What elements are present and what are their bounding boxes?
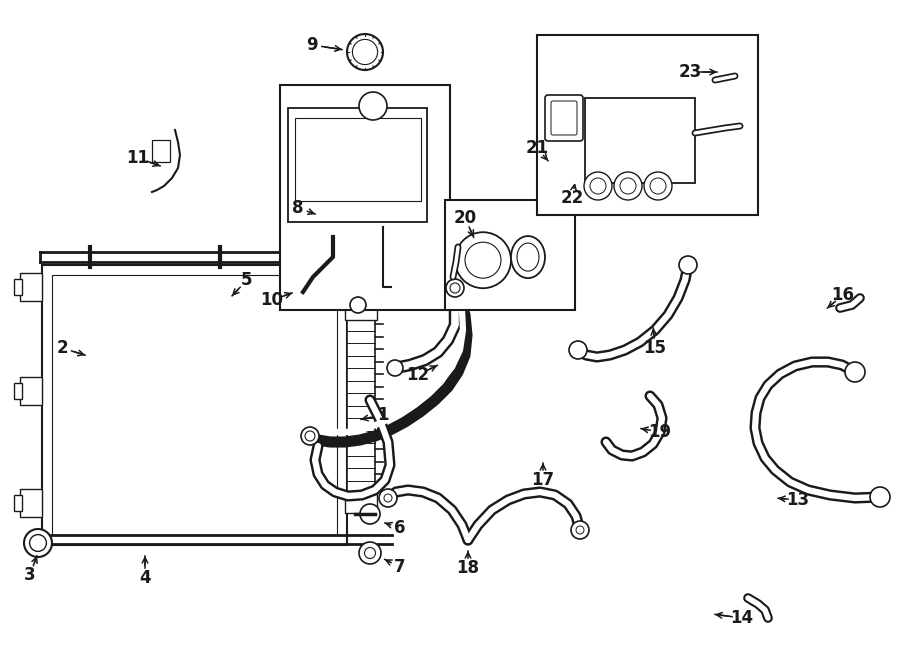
Circle shape	[347, 34, 383, 70]
Text: 22: 22	[561, 189, 583, 207]
Bar	[42, 265, 347, 545]
Text: 19: 19	[648, 423, 671, 441]
Bar	[295, 118, 421, 201]
Circle shape	[569, 341, 587, 359]
Text: 11: 11	[127, 149, 149, 167]
Bar	[52, 275, 337, 535]
Text: 21: 21	[526, 139, 549, 157]
Circle shape	[845, 362, 865, 382]
Bar	[345, 493, 377, 513]
Circle shape	[644, 172, 672, 200]
Circle shape	[679, 256, 697, 274]
Text: 8: 8	[292, 199, 304, 217]
Circle shape	[384, 494, 392, 502]
Bar	[20, 274, 42, 301]
Circle shape	[24, 529, 52, 557]
Circle shape	[620, 178, 636, 194]
Text: 4: 4	[140, 569, 151, 587]
Ellipse shape	[517, 243, 539, 271]
Text: 3: 3	[24, 566, 36, 584]
Circle shape	[379, 489, 397, 507]
Bar	[14, 383, 22, 399]
Bar	[20, 377, 42, 405]
Bar	[585, 98, 695, 183]
Bar	[537, 35, 758, 215]
Circle shape	[584, 172, 612, 200]
Text: 5: 5	[241, 271, 253, 289]
Circle shape	[364, 547, 375, 559]
Circle shape	[387, 360, 403, 376]
Circle shape	[571, 521, 589, 539]
Text: 17: 17	[531, 471, 554, 489]
Circle shape	[353, 40, 378, 65]
Bar	[280, 85, 450, 310]
Bar	[347, 318, 375, 493]
Bar	[445, 200, 575, 310]
Bar	[14, 495, 22, 511]
FancyBboxPatch shape	[551, 101, 577, 135]
Text: 13: 13	[787, 491, 810, 509]
Circle shape	[301, 427, 319, 445]
Text: 1: 1	[377, 406, 389, 424]
Text: 12: 12	[407, 366, 429, 384]
Circle shape	[455, 232, 511, 288]
Circle shape	[576, 526, 584, 534]
Bar	[288, 108, 427, 222]
Bar	[152, 140, 170, 162]
Circle shape	[614, 172, 642, 200]
Text: 15: 15	[644, 339, 667, 357]
Bar	[14, 280, 22, 295]
Text: 20: 20	[454, 209, 477, 227]
Circle shape	[350, 297, 366, 313]
Text: 23: 23	[679, 63, 702, 81]
Ellipse shape	[511, 236, 545, 278]
Bar	[20, 489, 42, 517]
Circle shape	[650, 178, 666, 194]
Circle shape	[590, 178, 606, 194]
Circle shape	[450, 283, 460, 293]
FancyBboxPatch shape	[545, 95, 583, 141]
Circle shape	[359, 92, 387, 120]
Text: 18: 18	[456, 559, 480, 577]
Circle shape	[359, 542, 381, 564]
Circle shape	[446, 279, 464, 297]
Circle shape	[360, 504, 380, 524]
Circle shape	[870, 487, 890, 507]
Text: 7: 7	[394, 558, 406, 576]
Text: 9: 9	[306, 36, 318, 54]
Text: 2: 2	[56, 339, 68, 357]
Text: 14: 14	[731, 609, 753, 627]
Circle shape	[30, 535, 47, 551]
Bar	[345, 298, 377, 320]
Text: 16: 16	[832, 286, 854, 304]
Circle shape	[465, 242, 501, 278]
Text: 10: 10	[260, 291, 284, 309]
Text: 6: 6	[394, 519, 406, 537]
Circle shape	[305, 431, 315, 441]
